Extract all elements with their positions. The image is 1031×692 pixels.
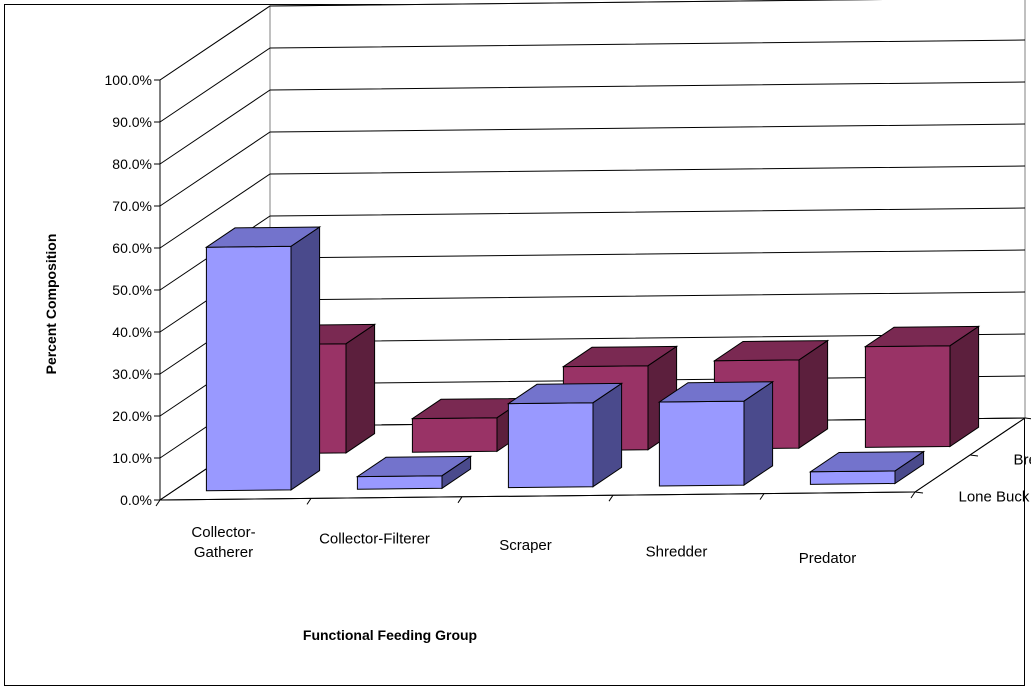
y-axis-title: Percent Composition — [43, 234, 59, 375]
y-tick-label: 80.0% — [112, 156, 152, 172]
gridline — [159, 207, 1026, 291]
bar-lone-buck-predator — [808, 450, 926, 485]
bar-front — [864, 345, 951, 448]
x-tick — [457, 496, 463, 504]
bar-front — [658, 400, 745, 487]
x-axis-line — [159, 491, 916, 501]
bar-top — [808, 451, 926, 473]
gridline — [159, 165, 1026, 249]
gridline — [159, 0, 884, 81]
bar-lone-buck-collector-filterer — [355, 455, 473, 490]
depth-tick — [914, 491, 924, 494]
depth-label: Lone Buck — [959, 489, 1030, 506]
bar-front — [411, 417, 498, 453]
gridline — [159, 81, 1026, 165]
bar-front — [809, 470, 896, 485]
y-tick-label: 30.0% — [112, 366, 152, 382]
bar-front — [205, 245, 292, 492]
axes — [154, 79, 1031, 507]
y-tick-label: 40.0% — [112, 324, 152, 340]
x-category-label: Collector-Filterer — [319, 531, 430, 548]
bar-top — [712, 340, 830, 362]
gridline — [159, 39, 1026, 123]
x-axis-title: Functional Feeding Group — [303, 627, 477, 643]
bar-lone-buck-shredder — [657, 380, 775, 487]
y-tick-label: 100.0% — [105, 72, 152, 88]
bar-top — [355, 455, 473, 478]
bar-lone-buck-scraper — [506, 382, 624, 489]
x-category-label: Shredder — [646, 543, 708, 560]
depth-tick — [969, 454, 979, 457]
bar-lone-buck-collector-gatherer — [204, 226, 322, 492]
bar-top — [204, 226, 322, 248]
x-category-label: Scraper — [499, 537, 552, 554]
labels: 0.0% 10.0% 20.0% 30.0% 40.0% 50.0% 60.0% 70.0% 8… — [105, 72, 1031, 567]
bar-front — [507, 402, 594, 489]
x-tick — [759, 493, 765, 500]
bar-top — [506, 382, 624, 405]
y-tick-label: 70.0% — [112, 198, 152, 214]
bar-top — [863, 325, 981, 348]
y-tick-label: 0.0% — [120, 492, 152, 508]
x-tick — [910, 491, 916, 499]
x-category-label: Collector- — [191, 524, 255, 541]
y-tick-label: 20.0% — [112, 408, 152, 424]
gridline — [159, 123, 1026, 207]
y-tick-label: 50.0% — [112, 282, 152, 298]
bar-front — [356, 475, 443, 490]
y-tick-label: 10.0% — [112, 450, 152, 466]
x-category-label: Predator — [799, 550, 857, 567]
y-tick-label: 60.0% — [112, 240, 152, 256]
y-tick-label: 90.0% — [112, 114, 152, 130]
depth-label: Breeze — [1014, 452, 1031, 469]
bar-breeze-predator — [863, 325, 981, 448]
x-tick — [155, 499, 161, 507]
bar-side — [345, 323, 376, 454]
x-category-label: Gatherer — [194, 544, 253, 561]
bar-side — [290, 226, 321, 491]
bar-side — [949, 325, 980, 448]
x-tick — [306, 498, 312, 505]
depth-tick — [1024, 417, 1031, 420]
bar-top — [561, 345, 679, 368]
bars — [204, 226, 981, 492]
bar-top — [657, 381, 775, 403]
x-tick — [608, 494, 614, 502]
